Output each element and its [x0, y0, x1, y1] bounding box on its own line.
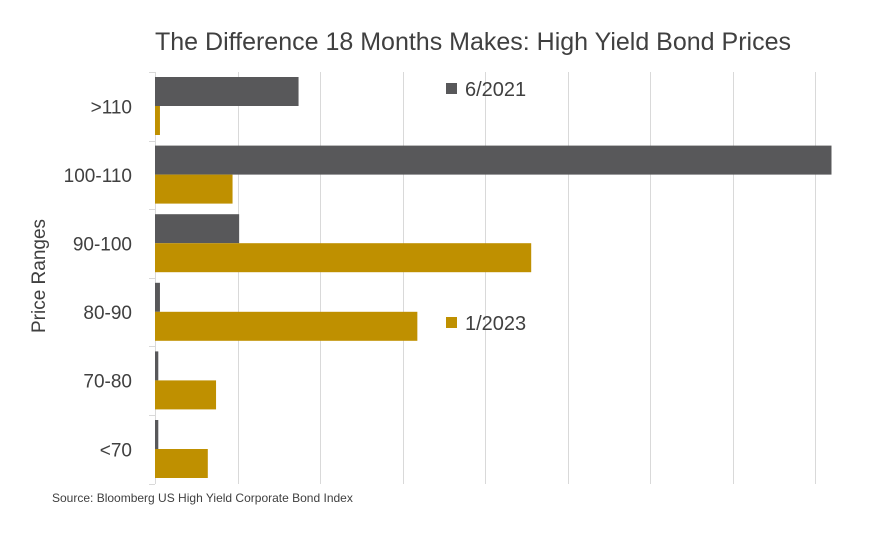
category-label: 100-110 — [64, 166, 132, 187]
bar-series1 — [155, 77, 299, 106]
source-note: Source: Bloomberg US High Yield Corporat… — [52, 491, 353, 505]
bar-series2 — [155, 174, 233, 204]
bars — [155, 77, 832, 478]
category-label: 80-90 — [83, 303, 132, 324]
category-separators — [149, 72, 155, 485]
legend-swatch — [446, 83, 457, 94]
bar-series1 — [155, 214, 240, 244]
category-label: <70 — [100, 440, 132, 461]
legend-swatch — [446, 317, 457, 328]
category-labels: >110 100-110 90-100 80-90 70-80 <70 — [64, 97, 132, 461]
bar-series2 — [155, 449, 208, 478]
category-label: 90-100 — [73, 235, 132, 256]
bar-series1 — [155, 351, 159, 381]
bar-series1 — [155, 145, 832, 175]
y-axis-label: Price Ranges — [29, 219, 50, 333]
gridlines — [155, 72, 816, 484]
bar-series1 — [155, 282, 160, 312]
bar-series2 — [155, 380, 217, 410]
chart-title: The Difference 18 Months Makes: High Yie… — [155, 28, 791, 56]
bar-series2 — [155, 311, 418, 341]
legend-label: 1/2023 — [465, 313, 526, 335]
bar-series1 — [155, 420, 159, 449]
legend-label: 6/2021 — [465, 79, 526, 101]
bar-series2 — [155, 243, 532, 273]
bar-series2 — [155, 106, 160, 135]
category-label: 70-80 — [83, 372, 132, 393]
category-label: >110 — [91, 97, 132, 118]
legend: 6/2021 1/2023 — [446, 79, 526, 335]
